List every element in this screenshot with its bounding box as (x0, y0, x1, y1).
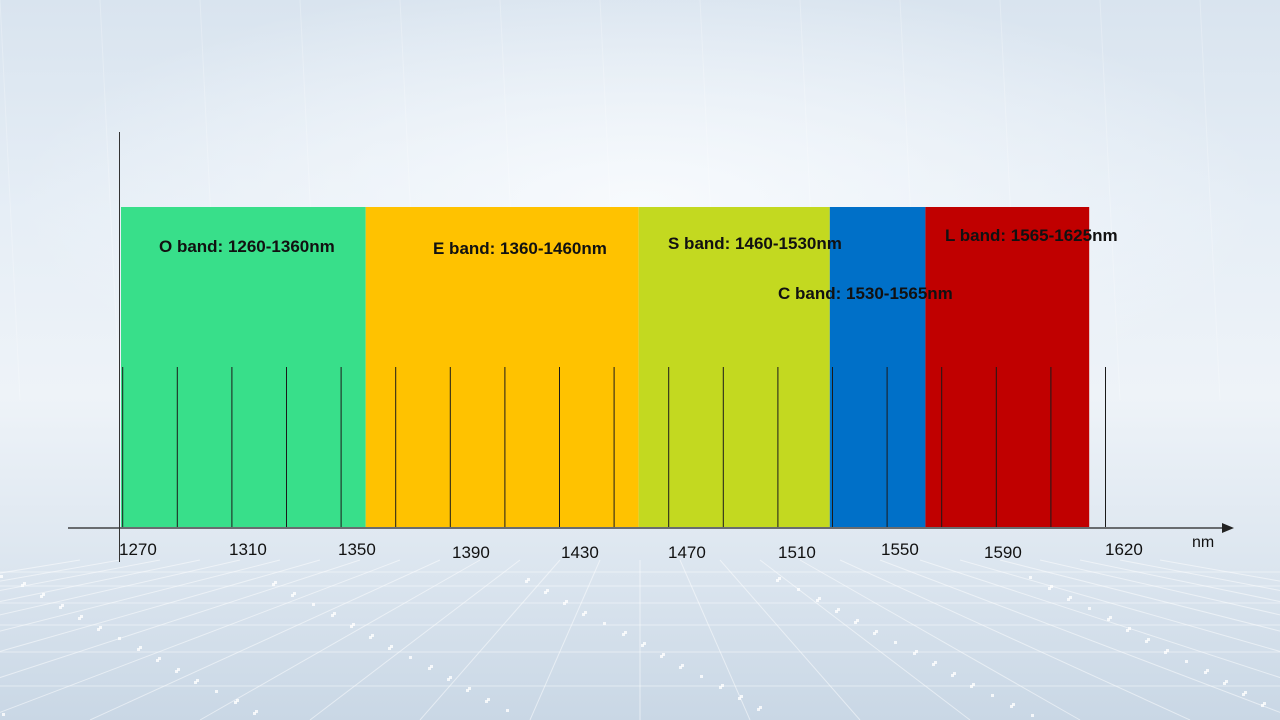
tick-label: 1510 (778, 543, 816, 562)
band-c-region (829, 207, 926, 527)
band-s-region (638, 207, 830, 527)
tick-label: 1620 (1105, 540, 1143, 559)
tick-label: 1430 (561, 543, 599, 562)
tick-label: 1590 (984, 543, 1022, 562)
band-label-s: S band: 1460-1530nm (668, 234, 842, 253)
axis-unit-label: nm (1192, 534, 1215, 551)
tick-label: 1390 (452, 543, 490, 562)
band-o-region (121, 207, 366, 527)
band-label-o: O band: 1260-1360nm (159, 237, 335, 256)
band-e-region (365, 207, 639, 527)
band-l-region (925, 207, 1090, 527)
tick-label: 1310 (229, 540, 267, 559)
tick-label: 1470 (668, 543, 706, 562)
band-label-c: C band: 1530-1565nm (778, 284, 953, 303)
band-label-l: L band: 1565-1625nm (945, 226, 1118, 245)
tick-label: 1350 (338, 540, 376, 559)
tick-label: 1550 (881, 540, 919, 559)
band-label-e: E band: 1360-1460nm (433, 239, 607, 258)
x-axis-arrow-icon (1222, 523, 1234, 533)
tick-label: 1270 (119, 540, 157, 559)
